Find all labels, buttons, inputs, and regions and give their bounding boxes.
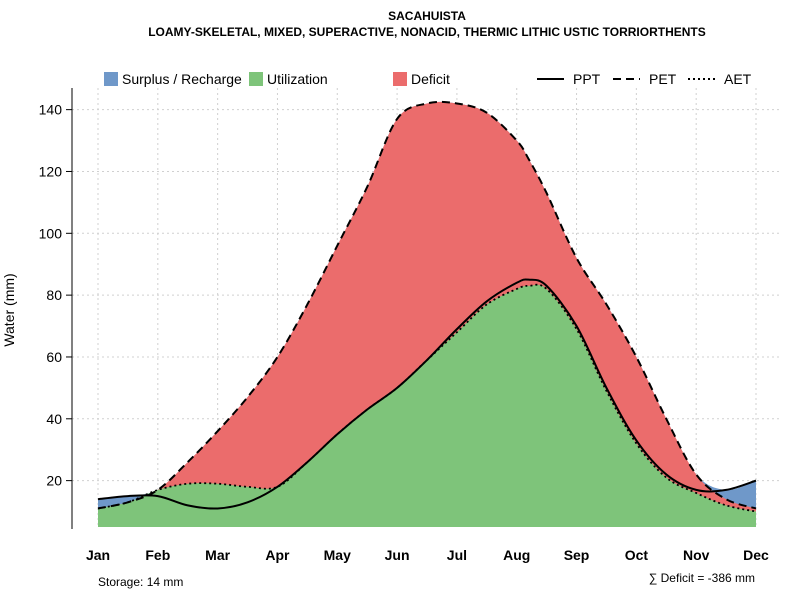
x-tick-label: Dec	[743, 547, 769, 563]
x-tick-label: Jan	[86, 547, 110, 563]
series-line-pet	[97, 100, 757, 510]
chart-title: SACAHUISTA	[388, 9, 466, 23]
x-tick-label: May	[324, 547, 351, 563]
legend-swatch	[249, 72, 263, 86]
x-tick-label: Jul	[447, 547, 467, 563]
legend-label: Surplus / Recharge	[122, 71, 242, 87]
chart-subtitle: LOAMY-SKELETAL, MIXED, SUPERACTIVE, NONA…	[148, 25, 706, 39]
storage-note: Storage: 14 mm	[98, 575, 183, 589]
y-tick-label: 120	[39, 163, 63, 179]
plot-areas	[98, 101, 756, 527]
x-tick-label: Feb	[145, 547, 170, 563]
legend-label: Utilization	[267, 71, 328, 87]
x-tick-label: Nov	[683, 547, 710, 563]
legend-label: Deficit	[411, 71, 450, 87]
deficit-total: ∑ Deficit = -386 mm	[649, 571, 755, 585]
x-tick-label: Oct	[625, 547, 649, 563]
y-tick-label: 40	[46, 411, 62, 427]
y-tick-label: 100	[39, 225, 63, 241]
plot-lines	[97, 100, 757, 513]
legend-label: AET	[724, 71, 752, 87]
legend-label: PPT	[573, 71, 601, 87]
x-tick-label: Mar	[205, 547, 230, 563]
y-tick-label: 20	[46, 473, 62, 489]
y-tick-label: 80	[46, 287, 62, 303]
y-axis-label: Water (mm)	[1, 273, 17, 346]
y-tick-label: 60	[46, 349, 62, 365]
axes: 20 40 60 80 100 120 140 Jan Feb Mar Apr May Jun Jul Au…	[39, 88, 769, 563]
legend-swatch	[104, 72, 118, 86]
x-tick-label: Apr	[265, 547, 290, 563]
x-tick-label: Sep	[564, 547, 590, 563]
legend: Surplus / Recharge Utilization Deficit PPT P…	[104, 71, 752, 87]
legend-swatch	[393, 72, 407, 86]
utilization-area	[98, 284, 756, 527]
x-tick-label: Jun	[385, 547, 410, 563]
y-tick-label: 140	[39, 102, 63, 118]
legend-label: PET	[649, 71, 677, 87]
series-line-aet	[97, 283, 757, 513]
series-line-ppt	[97, 278, 757, 510]
x-tick-label: Aug	[503, 547, 530, 563]
